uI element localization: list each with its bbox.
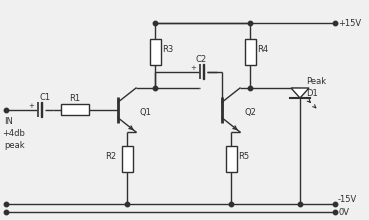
Text: R2: R2 bbox=[106, 152, 117, 161]
Bar bbox=[61, 104, 89, 116]
Bar bbox=[149, 39, 161, 65]
Text: Peak: Peak bbox=[306, 77, 326, 86]
Polygon shape bbox=[41, 103, 42, 117]
Text: 0V: 0V bbox=[338, 207, 349, 216]
Text: C2: C2 bbox=[195, 55, 206, 64]
Polygon shape bbox=[203, 64, 204, 79]
Text: C1: C1 bbox=[39, 93, 50, 102]
Text: +15V: +15V bbox=[338, 18, 361, 28]
Text: +: + bbox=[190, 65, 196, 71]
Text: R4: R4 bbox=[257, 45, 268, 54]
Bar bbox=[225, 146, 237, 172]
Text: D1: D1 bbox=[306, 89, 318, 98]
Text: +: + bbox=[28, 103, 34, 109]
Bar bbox=[121, 146, 132, 172]
Text: IN: IN bbox=[4, 117, 13, 126]
Text: +4db: +4db bbox=[2, 129, 25, 138]
Text: Q1: Q1 bbox=[140, 108, 152, 117]
Polygon shape bbox=[291, 88, 309, 98]
Text: R5: R5 bbox=[238, 152, 249, 161]
Bar bbox=[245, 39, 255, 65]
Text: R3: R3 bbox=[162, 45, 173, 54]
Text: -15V: -15V bbox=[338, 195, 357, 204]
Text: Q2: Q2 bbox=[244, 108, 256, 117]
Text: peak: peak bbox=[4, 141, 25, 150]
Text: R1: R1 bbox=[69, 94, 80, 103]
